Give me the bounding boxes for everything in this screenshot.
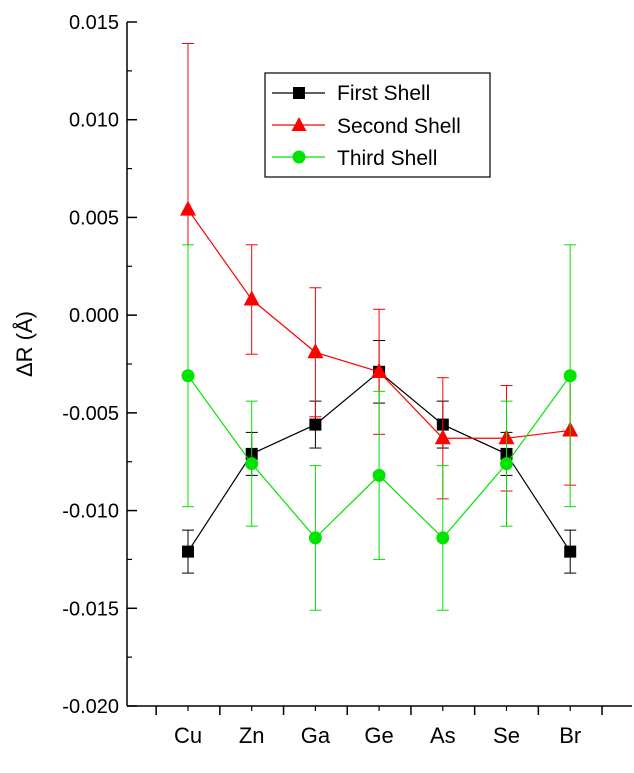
y-tick-label: 0.005 bbox=[69, 207, 119, 229]
y-tick-label: 0.015 bbox=[69, 12, 119, 34]
data-point-triangle bbox=[371, 362, 388, 378]
data-point-triangle bbox=[180, 200, 196, 216]
data-point-circle bbox=[500, 457, 513, 471]
x-tick-label: Cu bbox=[174, 723, 202, 748]
x-tick-label: Ga bbox=[301, 723, 331, 748]
data-point-square bbox=[309, 418, 322, 431]
data-point-circle bbox=[372, 468, 386, 482]
legend-marker-second-shell bbox=[291, 117, 307, 131]
legend-label-second-shell: Second Shell bbox=[337, 115, 461, 138]
data-point-circle bbox=[308, 531, 322, 545]
legend: First Shell Second Shell Third Shell bbox=[264, 72, 491, 178]
data-point-circle bbox=[181, 369, 195, 383]
series-layer bbox=[180, 42, 579, 611]
data-point-square bbox=[564, 545, 577, 558]
x-tick-label: Zn bbox=[239, 723, 265, 748]
data-point-square bbox=[182, 545, 194, 558]
data-point-circle bbox=[563, 369, 577, 383]
x-tick-label: Se bbox=[493, 723, 520, 748]
y-axis-label: ΔR (Å) bbox=[12, 311, 37, 377]
data-point-triangle bbox=[307, 343, 324, 359]
y-tick-label: -0.015 bbox=[62, 598, 119, 620]
x-tick-label: Ge bbox=[364, 723, 393, 748]
y-tick-label: 0.000 bbox=[69, 305, 119, 327]
data-point-circle bbox=[245, 457, 259, 471]
axes: 0.015 0.010 0.005 0.000 -0.005 -0.010 -0.015 -0… bbox=[12, 12, 632, 748]
x-tick-label: As bbox=[430, 723, 456, 748]
data-point-triangle bbox=[243, 290, 260, 306]
y-tick-label: -0.010 bbox=[62, 501, 119, 523]
legend-label-first-shell: First Shell bbox=[337, 82, 430, 105]
data-point-circle bbox=[436, 531, 450, 545]
legend-label-third-shell: Third Shell bbox=[337, 147, 437, 170]
legend-marker-first-shell bbox=[293, 87, 305, 99]
y-tick-label: -0.005 bbox=[62, 403, 119, 425]
data-point-triangle bbox=[434, 429, 451, 445]
y-tick-label: -0.020 bbox=[62, 696, 119, 718]
y-tick-label: 0.010 bbox=[69, 110, 119, 132]
legend-marker-third-shell bbox=[292, 150, 306, 164]
x-tick-label: Br bbox=[559, 723, 581, 748]
series-third-shell bbox=[181, 244, 577, 611]
